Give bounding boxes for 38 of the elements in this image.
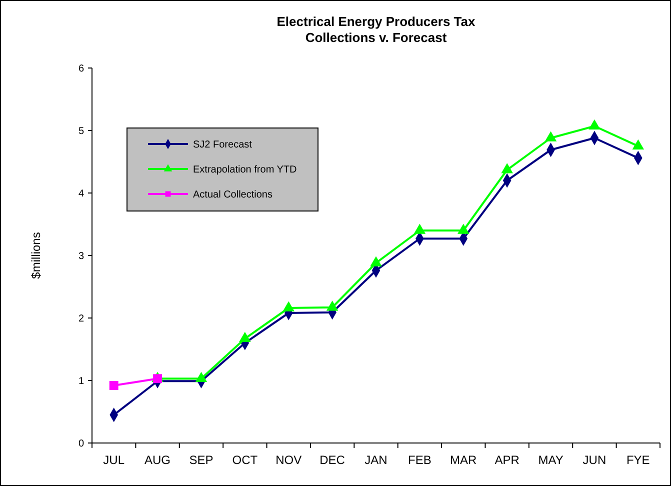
point xyxy=(239,332,251,342)
point xyxy=(458,224,470,234)
x-tick-label: JUL xyxy=(103,453,125,467)
point xyxy=(632,139,644,150)
point xyxy=(414,224,426,234)
x-tick-label: FEB xyxy=(408,453,432,467)
legend-label: SJ2 Forecast xyxy=(193,140,252,150)
x-tick-label: DEC xyxy=(320,453,346,467)
point xyxy=(544,131,557,142)
x-tick-label: NOV xyxy=(276,453,302,467)
x-tick-label: OCT xyxy=(232,453,258,467)
y-tick-label: 1 xyxy=(78,376,84,387)
y-tick-label: 3 xyxy=(78,251,84,262)
y-tick-label: 2 xyxy=(78,314,84,324)
y-axis-title: $millions xyxy=(29,232,43,279)
x-tick-label: FYE xyxy=(626,453,650,467)
point xyxy=(153,374,162,384)
point xyxy=(326,300,338,311)
point xyxy=(588,119,600,130)
legend-label: Actual Collections xyxy=(193,190,272,200)
point xyxy=(109,381,118,390)
point xyxy=(501,163,513,174)
x-tick-label: SEP xyxy=(189,453,214,467)
x-tick-label: AUG xyxy=(144,453,171,467)
point xyxy=(282,301,294,312)
y-tick-label: 4 xyxy=(78,188,84,200)
y-tick-label: 6 xyxy=(78,64,84,74)
x-tick-label: APR xyxy=(494,453,520,467)
y-tick-label: 5 xyxy=(78,126,84,137)
legend-label: Extrapolation from YTD xyxy=(193,164,297,176)
x-tick-label: JUN xyxy=(582,453,606,467)
x-tick-label: MAY xyxy=(538,453,564,467)
point xyxy=(370,256,382,266)
chart-title: Electrical Energy Producers Tax Collections v. Forecast xyxy=(276,14,476,45)
x-tick-label: JAN xyxy=(364,453,388,467)
x-tick-label: MAR xyxy=(450,453,478,467)
y-tick-label: 0 xyxy=(78,438,84,450)
point xyxy=(195,372,208,382)
